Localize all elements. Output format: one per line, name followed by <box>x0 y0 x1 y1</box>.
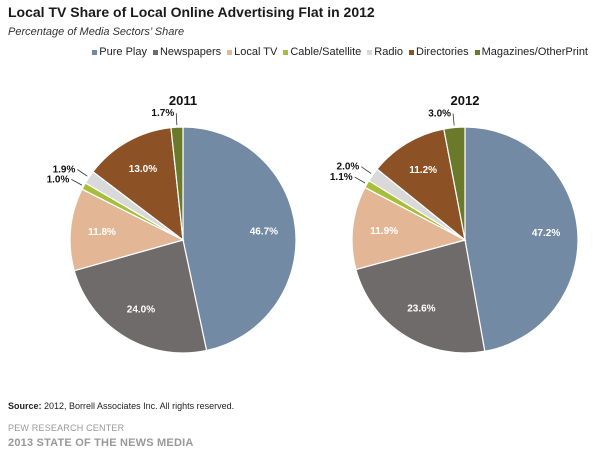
pie-slice-local-tv <box>351 186 467 271</box>
legend-label: Magazines/OtherPrint <box>481 46 588 58</box>
legend-item-cable-satellite: Cable/Satellite <box>283 46 361 58</box>
legend-label: Cable/Satellite <box>290 46 362 58</box>
data-label: 24.0% <box>127 305 155 316</box>
legend-label: Directories <box>416 46 469 58</box>
data-label: 3.0% <box>428 109 451 120</box>
pie-slice-pure-play <box>464 126 579 352</box>
data-label: 11.2% <box>409 165 437 176</box>
data-label: 47.2% <box>532 228 560 239</box>
pie-slice-directories <box>376 128 466 242</box>
data-label: 23.6% <box>407 304 435 315</box>
legend-label: Radio <box>374 46 404 58</box>
legend-item-directories: Directories <box>409 46 469 58</box>
pie-title: 2012 <box>451 93 480 108</box>
pie-slice-magazines-otherprint <box>443 126 466 241</box>
leader-line <box>361 166 372 174</box>
data-label: 11.9% <box>370 226 398 237</box>
legend-item-pure-play: Pure Play <box>92 46 147 58</box>
chart-subtitle: Percentage of Media Sectors’ Share <box>8 26 185 38</box>
pie-slice-pure-play <box>182 126 297 352</box>
pie-slice-directories <box>92 126 184 242</box>
legend-swatch <box>283 49 289 55</box>
pie-chart-2011: 2011 46.7% 24.0% 11.8% 1.0%1.9% 13.0% 1.7% <box>47 93 297 354</box>
legend-item-radio: Radio <box>367 46 403 58</box>
legend-item-local-tv: Local TV <box>227 46 277 58</box>
leader-line <box>354 176 366 184</box>
data-label: 1.0% <box>47 174 70 185</box>
legend-label: Pure Play <box>99 46 147 58</box>
data-label: 2.0% <box>337 162 360 173</box>
leader-line <box>175 113 178 126</box>
source-text: 2012, Borrell Associates Inc. All rights… <box>41 401 235 411</box>
pie-slice-newspapers <box>73 239 208 354</box>
leader-line <box>77 169 88 177</box>
legend-label: Newspapers <box>159 46 222 58</box>
legend-swatch <box>227 49 233 55</box>
pie-chart-2012: 2012 47.2% 23.6% 11.9% 1.1%2.0% 11.2% 3.0% <box>330 93 579 354</box>
pie-charts: 2011 46.7% 24.0% 11.8% 1.0%1.9% 13.0% 1.7% 2012… <box>47 93 579 354</box>
leader-line <box>71 179 83 186</box>
chart-title: Local TV Share of Local Online Advertisi… <box>8 4 375 20</box>
legend-swatch <box>409 49 415 55</box>
data-label: 1.7% <box>151 108 174 119</box>
pie-slice-local-tv <box>69 188 185 272</box>
data-label: 13.0% <box>129 164 157 175</box>
data-label: 1.9% <box>53 165 76 176</box>
data-label: 1.1% <box>330 172 353 183</box>
pie-title: 2011 <box>169 93 197 108</box>
legend-swatch <box>474 49 480 55</box>
legend-swatch <box>367 49 373 55</box>
org-name: PEW RESEARCH CENTER <box>8 423 125 433</box>
source-label: Source: <box>8 401 42 411</box>
source-note: Source: 2012, Borrell Associates Inc. Al… <box>8 401 234 411</box>
pie-slice-magazines-otherprint <box>170 126 184 241</box>
legend-swatch <box>92 49 98 55</box>
legend-label: Local TV <box>234 46 278 58</box>
pie-slice-newspapers <box>355 239 486 354</box>
data-label: 11.8% <box>88 227 116 238</box>
legend-item-magazines-other-print: Magazines/OtherPrint <box>474 46 588 58</box>
legend-item-newspapers: Newspapers <box>152 46 222 58</box>
report-name: 2013 STATE OF THE NEWS MEDIA <box>8 437 194 449</box>
legend-swatch <box>152 49 158 55</box>
legend: Pure Play Newspapers Local TV Cable/Sate… <box>8 44 592 60</box>
leader-line <box>452 113 455 126</box>
data-label: 46.7% <box>250 226 278 237</box>
